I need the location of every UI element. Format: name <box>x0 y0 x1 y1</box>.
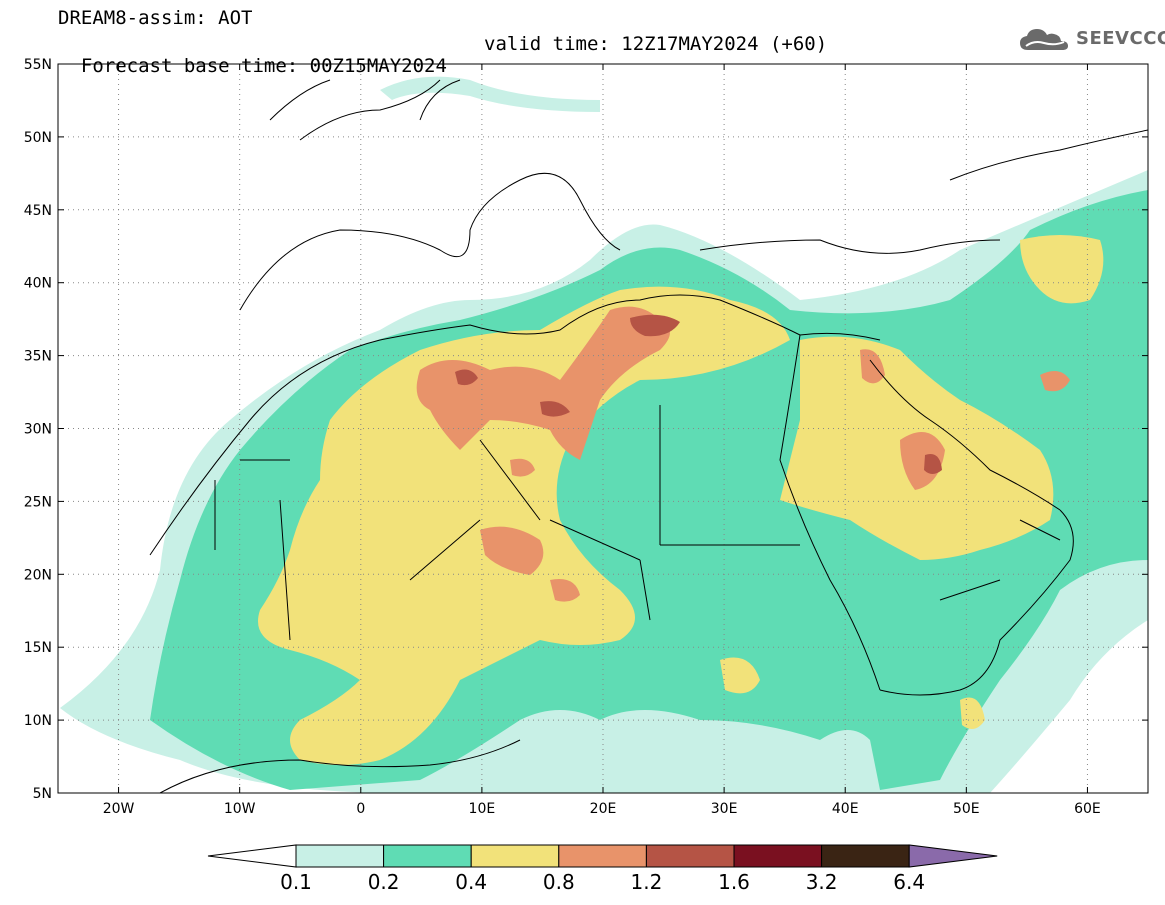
colorbar-label: 3.2 <box>806 870 838 894</box>
lon-label: 40E <box>832 801 859 817</box>
chart-title: DREAM8-assim: AOT <box>58 7 253 29</box>
axis-labels: 55N 50N 45N 40N 35N 30N 25N 20N 15N 10N 5N 20W 10W 0 1… <box>24 57 1148 817</box>
colorbar-swatch <box>558 844 647 868</box>
aot-band-0.8 <box>416 306 1070 602</box>
lon-label: 20E <box>590 801 617 817</box>
coastlines <box>149 79 1148 793</box>
lon-label: 0 <box>356 801 365 817</box>
lon-label: 10W <box>224 801 256 817</box>
colorbar-label: 0.8 <box>543 870 575 894</box>
colorbar-low-arrow <box>207 844 297 868</box>
colorbar-label: 6.4 <box>893 870 925 894</box>
forecast-time-line: Forecast base time: 00Z15MAY2024 valid t… <box>58 33 827 99</box>
cloud-icon <box>1020 29 1068 50</box>
base-time: Forecast base time: 00Z15MAY2024 <box>80 55 447 77</box>
colorbar-label: 1.2 <box>630 870 662 894</box>
lat-label: 25N <box>24 494 52 510</box>
lat-label: 20N <box>24 567 52 583</box>
colorbar-swatch <box>295 844 385 868</box>
colorbar-swatch <box>645 844 735 868</box>
lon-label: 20W <box>103 801 135 817</box>
colorbar-swatch <box>733 844 823 868</box>
colorbar-swatch <box>383 844 472 868</box>
lon-label: 60E <box>1074 801 1101 817</box>
lon-label: 30E <box>711 801 738 817</box>
colorbar-label: 1.6 <box>718 870 750 894</box>
colorbar-label: 0.2 <box>368 870 400 894</box>
colorbar-swatch <box>821 844 910 868</box>
lat-label: 45N <box>24 203 52 219</box>
lat-label: 10N <box>24 713 52 729</box>
lat-label: 55N <box>24 57 52 73</box>
lat-label: 30N <box>24 422 52 438</box>
colorbar-swatch <box>470 844 560 868</box>
lat-label: 15N <box>24 640 52 656</box>
colorbar-label: 0.4 <box>455 870 487 894</box>
lon-label: 50E <box>953 801 980 817</box>
colorbar: 0.1 0.2 0.4 0.8 1.2 1.6 3.2 6.4 <box>207 844 998 894</box>
colorbar-high-arrow <box>908 844 998 868</box>
aot-field <box>58 64 1148 793</box>
lat-label: 50N <box>24 130 52 146</box>
lat-label: 40N <box>24 276 52 292</box>
colorbar-label: 0.1 <box>280 870 312 894</box>
seevccc-logo: SEEVCCC <box>1018 26 1165 54</box>
lat-label: 5N <box>33 786 52 802</box>
valid-time: valid time: 12Z17MAY2024 (+60) <box>484 33 828 55</box>
aot-band-1.2 <box>455 314 942 474</box>
lon-label: 10E <box>469 801 496 817</box>
lat-label: 35N <box>24 349 52 365</box>
graticule <box>58 64 1148 793</box>
